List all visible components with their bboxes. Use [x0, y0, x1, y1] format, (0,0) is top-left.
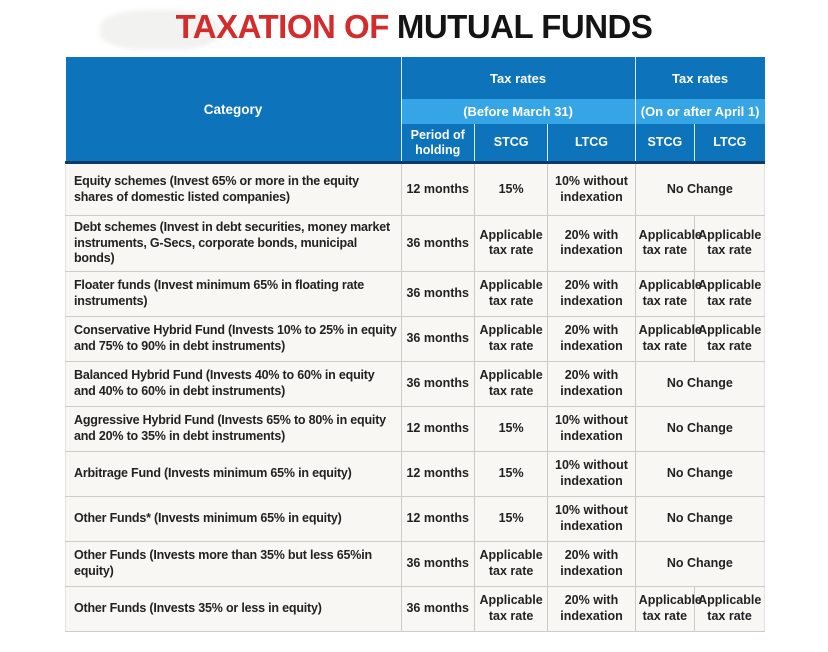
table-header: Category Tax rates Tax rates (Before Mar… — [65, 57, 765, 164]
ltcg-after-cell: Applicable tax rate — [694, 270, 765, 317]
category-cell: Balanced Hybrid Fund (Invests 40% to 60%… — [65, 360, 402, 407]
ltcg-before-cell: 10% without indexation — [547, 162, 636, 216]
on-or-after-april-1-header: (On or after April 1) — [635, 99, 765, 124]
table-row-other-funds-35-or-less: Other Funds (Invests 35% or less in equi… — [65, 585, 765, 632]
title-part-black: MUTUAL FUNDS — [396, 8, 653, 45]
stcg-after-cell: Applicable tax rate — [634, 215, 702, 272]
no-change-cell: No Change — [634, 540, 766, 587]
no-change-cell: No Change — [634, 405, 766, 452]
ltcg-before-cell: 20% with indexation — [547, 215, 636, 272]
stcg-before-header: STCG — [474, 124, 549, 164]
no-change-cell: No Change — [634, 162, 766, 216]
page-title: TAXATION OF MUTUAL FUNDS — [0, 8, 828, 46]
period-cell: 36 months — [400, 270, 475, 317]
table-row-debt-schemes: Debt schemes (Invest in debt securities,… — [65, 215, 765, 272]
before-march-31-header: (Before March 31) — [401, 99, 636, 124]
table-body: Equity schemes (Invest 65% or more in th… — [65, 162, 766, 632]
table-row-aggressive-hybrid: Aggressive Hybrid Fund (Invests 65% to 8… — [65, 405, 766, 452]
ltcg-before-cell: 20% with indexation — [547, 540, 636, 587]
stcg-after-header: STCG — [635, 124, 696, 164]
ltcg-before-cell: 20% with indexation — [547, 585, 636, 632]
ltcg-before-cell: 20% with indexation — [547, 270, 636, 317]
stcg-before-cell: 15% — [473, 405, 549, 452]
category-cell: Arbitrage Fund (Invests minimum 65% in e… — [65, 450, 402, 497]
table-row-arbitrage-fund: Arbitrage Fund (Invests minimum 65% in e… — [65, 450, 766, 497]
ltcg-before-cell: 20% with indexation — [547, 360, 636, 407]
no-change-cell: No Change — [634, 360, 766, 407]
table-row-equity-schemes: Equity schemes (Invest 65% or more in th… — [65, 162, 766, 216]
ltcg-after-cell: Applicable tax rate — [694, 585, 765, 632]
table-row-balanced-hybrid: Balanced Hybrid Fund (Invests 40% to 60%… — [65, 360, 766, 407]
stcg-before-cell: Applicable tax rate — [473, 315, 549, 362]
no-change-cell: No Change — [634, 450, 766, 497]
title-part-red: TAXATION OF — [175, 8, 390, 45]
category-cell: Other Funds (Invests more than 35% but l… — [65, 540, 402, 587]
stcg-before-cell: Applicable tax rate — [473, 540, 549, 587]
period-cell: 36 months — [400, 585, 475, 632]
period-cell: 12 months — [400, 405, 475, 452]
period-cell: 36 months — [400, 215, 475, 272]
tax-rates-before-group-header: Tax rates — [401, 57, 636, 99]
category-cell: Other Funds (Invests 35% or less in equi… — [65, 585, 402, 632]
stcg-before-cell: 15% — [473, 450, 549, 497]
category-cell: Floater funds (Invest minimum 65% in flo… — [65, 270, 402, 317]
ltcg-before-cell: 10% without indexation — [547, 405, 636, 452]
scan-smudge — [100, 10, 220, 50]
stcg-after-cell: Applicable tax rate — [634, 315, 702, 362]
category-cell: Other Funds* (Invests minimum 65% in equ… — [65, 495, 402, 542]
category-header: Category — [65, 57, 402, 164]
stcg-before-cell: 15% — [473, 162, 549, 216]
no-change-cell: No Change — [634, 495, 766, 542]
stcg-before-cell: Applicable tax rate — [473, 360, 549, 407]
ltcg-before-cell: 10% without indexation — [547, 495, 636, 542]
ltcg-before-header: LTCG — [547, 124, 636, 164]
ltcg-after-cell: Applicable tax rate — [694, 215, 765, 272]
header-columns-row: Period of holding STCG LTCG STCG LTCG — [66, 124, 765, 164]
header-group-row: Category Tax rates Tax rates — [65, 57, 765, 164]
ltcg-after-header: LTCG — [694, 124, 765, 164]
ltcg-before-cell: 10% without indexation — [547, 450, 636, 497]
table-row-floater-funds: Floater funds (Invest minimum 65% in flo… — [65, 270, 765, 317]
taxation-table: Category Tax rates Tax rates (Before Mar… — [65, 57, 766, 632]
table-row-other-funds-35-65: Other Funds (Invests more than 35% but l… — [65, 540, 766, 587]
stcg-after-cell: Applicable tax rate — [634, 585, 702, 632]
period-cell: 36 months — [400, 315, 475, 362]
table-row-other-funds-65: Other Funds* (Invests minimum 65% in equ… — [65, 495, 766, 542]
stcg-before-cell: Applicable tax rate — [473, 215, 549, 272]
category-cell: Equity schemes (Invest 65% or more in th… — [65, 162, 402, 216]
stcg-after-cell: Applicable tax rate — [634, 270, 702, 317]
period-of-holding-header: Period of holding — [401, 124, 475, 164]
stcg-before-cell: Applicable tax rate — [473, 270, 549, 317]
stcg-before-cell: 15% — [473, 495, 549, 542]
category-cell: Debt schemes (Invest in debt securities,… — [65, 215, 402, 272]
header-period-row: (Before March 31) (On or after April 1) — [66, 99, 765, 124]
period-cell: 36 months — [400, 360, 475, 407]
ltcg-before-cell: 20% with indexation — [547, 315, 636, 362]
period-cell: 12 months — [400, 450, 475, 497]
period-cell: 36 months — [400, 540, 475, 587]
tax-rates-after-group-header: Tax rates — [635, 57, 765, 99]
category-cell: Conservative Hybrid Fund (Invests 10% to… — [65, 315, 402, 362]
period-cell: 12 months — [400, 162, 475, 216]
stcg-before-cell: Applicable tax rate — [473, 585, 549, 632]
category-cell: Aggressive Hybrid Fund (Invests 65% to 8… — [65, 405, 402, 452]
ltcg-after-cell: Applicable tax rate — [694, 315, 765, 362]
table-row-conservative-hybrid: Conservative Hybrid Fund (Invests 10% to… — [65, 315, 765, 362]
period-cell: 12 months — [400, 495, 475, 542]
